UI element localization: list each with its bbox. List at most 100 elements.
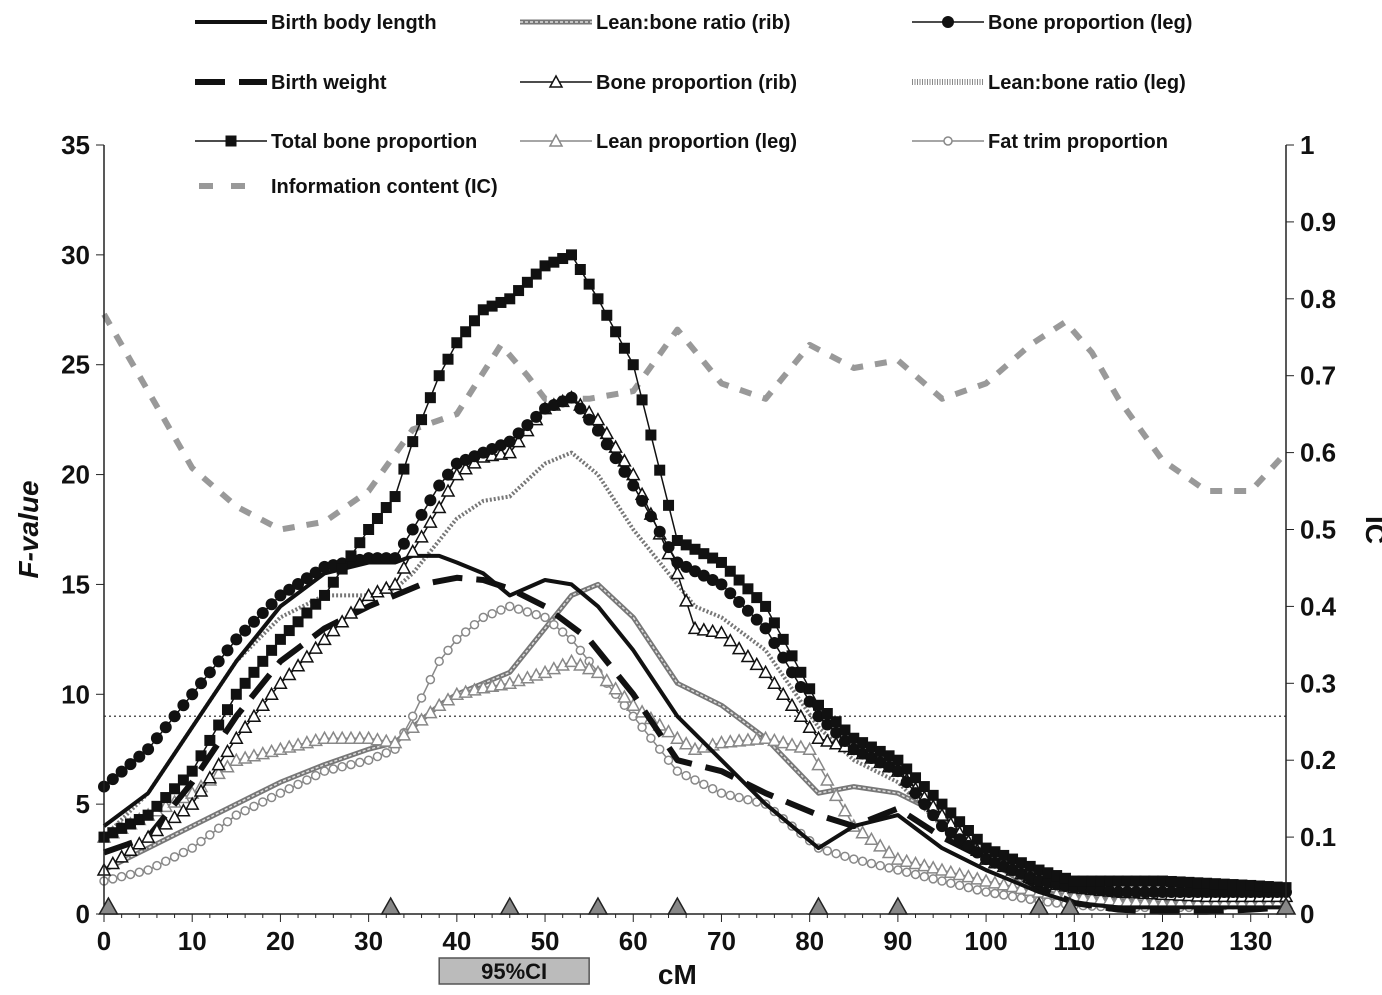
series-marker-total-bone-proportion xyxy=(812,699,824,711)
series-marker-fat-trim-proportion xyxy=(222,816,233,827)
series-marker-total-bone-proportion xyxy=(433,370,445,382)
series-marker-bone-proportion-leg xyxy=(618,465,631,478)
series-marker-lean-proportion-leg xyxy=(837,803,853,817)
series-marker-total-bone-proportion xyxy=(495,296,507,308)
legend-label: Bone proportion (leg) xyxy=(988,12,1192,34)
series-marker-bone-proportion-leg xyxy=(1138,886,1151,899)
x-axis-title: cM xyxy=(658,959,697,990)
series-marker-total-bone-proportion xyxy=(574,264,586,276)
series-marker-fat-trim-proportion xyxy=(531,609,541,620)
series-marker-total-bone-proportion xyxy=(407,436,419,448)
series-marker-total-bone-proportion xyxy=(715,556,727,568)
series-marker-total-bone-proportion xyxy=(1068,875,1080,887)
series-marker-bone-proportion-rib xyxy=(167,809,182,824)
y-right-tick-label: 0.5 xyxy=(1300,515,1336,545)
series-marker-bone-proportion-rib xyxy=(775,686,791,701)
y-axis-right-title: IC xyxy=(1360,516,1382,544)
series-marker-fat-trim-proportion xyxy=(707,784,718,794)
series-marker-fat-trim-proportion xyxy=(416,693,427,703)
legend-swatch-marker xyxy=(548,74,564,88)
series-marker-bone-proportion-leg xyxy=(106,773,119,786)
series-marker-bone-proportion-leg xyxy=(380,552,393,565)
series-marker-bone-proportion-rib xyxy=(211,757,226,771)
series-marker-fat-trim-proportion xyxy=(963,882,974,893)
series-marker-total-bone-proportion xyxy=(1007,853,1019,865)
series-marker-total-bone-proportion xyxy=(530,268,542,280)
series-marker-bone-proportion-leg xyxy=(821,718,834,731)
series-marker-bone-proportion-leg xyxy=(838,734,851,747)
series-marker-total-bone-proportion xyxy=(389,491,401,503)
series-marker-lean-proportion-leg xyxy=(405,719,420,733)
legend-item-total-bone-proportion: Total bone proportion xyxy=(195,131,477,153)
series-marker-bone-proportion-leg xyxy=(777,651,790,664)
legend-label: Birth weight xyxy=(271,72,387,94)
series-marker-bone-proportion-rib xyxy=(114,849,129,863)
series-marker-total-bone-proportion xyxy=(627,359,639,371)
series-marker-total-bone-proportion xyxy=(848,732,860,744)
series-marker-fat-trim-proportion xyxy=(857,856,868,867)
series-marker-bone-proportion-leg xyxy=(1156,886,1169,899)
series-marker-total-bone-proportion xyxy=(363,524,375,535)
series-marker-bone-proportion-leg xyxy=(239,624,252,637)
series-marker-bone-proportion-leg xyxy=(1094,884,1107,897)
series-marker-bone-proportion-leg xyxy=(221,644,234,657)
series-marker-total-bone-proportion xyxy=(336,563,348,575)
series-marker-total-bone-proportion xyxy=(821,708,833,720)
series-marker-total-bone-proportion xyxy=(239,677,251,689)
series-marker-total-bone-proportion xyxy=(636,394,648,406)
series-marker-lean-proportion-leg xyxy=(917,858,932,872)
series-marker-bone-proportion-rib xyxy=(220,743,235,758)
series-marker-bone-proportion-leg xyxy=(1200,886,1213,899)
series-marker-bone-proportion-rib xyxy=(317,631,332,646)
series-marker-total-bone-proportion xyxy=(398,463,410,475)
series-marker-fat-trim-proportion xyxy=(946,878,956,888)
series-marker-total-bone-proportion xyxy=(504,293,516,305)
y-left-tick-label: 25 xyxy=(61,350,90,380)
series-marker-lean-proportion-leg xyxy=(802,741,817,755)
x-tick-label: 40 xyxy=(442,926,471,956)
series-marker-total-bone-proportion xyxy=(1139,875,1151,887)
x-tick-label: 110 xyxy=(1053,926,1095,956)
series-marker-bone-proportion-rib xyxy=(423,514,438,528)
ci-box xyxy=(438,957,590,985)
series-marker-total-bone-proportion xyxy=(1262,881,1274,893)
series-information-content-ic xyxy=(101,312,1289,533)
series-marker-total-bone-proportion xyxy=(1192,877,1204,889)
y-left-tick-label: 20 xyxy=(61,460,90,490)
series-marker-bone-proportion-leg xyxy=(142,743,155,756)
series-marker-fat-trim-proportion xyxy=(213,823,224,834)
series-line-bone-proportion-rib xyxy=(103,396,1286,898)
series-marker-total-bone-proportion xyxy=(786,650,798,662)
series-marker-bone-proportion-leg xyxy=(159,721,172,734)
genetic-marker-triangle xyxy=(667,896,688,915)
y-right-tick-label: 0.3 xyxy=(1300,668,1336,698)
series-marker-total-bone-proportion xyxy=(133,814,145,826)
legend-item-fat-trim-proportion: Fat trim proportion xyxy=(912,131,1168,153)
series-marker-fat-trim-proportion xyxy=(937,876,947,886)
series-marker-fat-trim-proportion xyxy=(125,869,136,880)
series-marker-bone-proportion-rib xyxy=(132,836,147,850)
series-marker-lean-proportion-leg xyxy=(343,730,359,744)
series-marker-lean-proportion-leg xyxy=(925,860,941,874)
y-right-tick-label: 0.1 xyxy=(1300,822,1336,852)
y-left-tick-label: 0 xyxy=(76,899,90,929)
series-marker-fat-trim-proportion xyxy=(522,607,533,617)
series-marker-fat-trim-proportion xyxy=(575,645,586,656)
series-marker-total-bone-proportion xyxy=(230,688,242,700)
legend-swatch-marker xyxy=(942,16,954,28)
series-marker-fat-trim-proportion xyxy=(990,888,1000,899)
series-marker-bone-proportion-rib xyxy=(431,499,447,514)
series-marker-lean-proportion-leg xyxy=(828,787,844,802)
series-marker-fat-trim-proportion xyxy=(566,634,577,645)
series-line-information-content-ic xyxy=(101,312,1289,533)
series-marker-bone-proportion-rib xyxy=(158,816,174,830)
series-marker-lean-proportion-leg xyxy=(334,730,350,744)
genetic-marker-triangle xyxy=(499,896,521,915)
series-marker-total-bone-proportion xyxy=(283,625,295,637)
series-marker-lean-proportion-leg xyxy=(581,661,597,675)
series-marker-total-bone-proportion xyxy=(883,750,895,762)
x-tick-label: 50 xyxy=(531,926,560,956)
series-marker-total-bone-proportion xyxy=(1051,870,1063,882)
x-tick-label: 120 xyxy=(1141,926,1184,956)
